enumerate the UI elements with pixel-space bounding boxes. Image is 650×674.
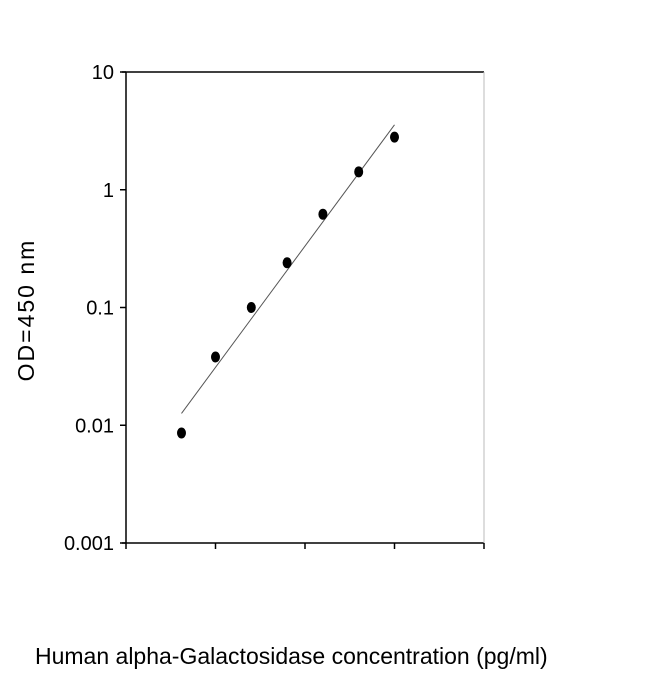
data-point [354,166,364,178]
data-point [282,257,292,269]
y-tick-label: 0.1 [86,298,114,320]
y-tick-label: 10 [92,62,114,84]
data-point [390,131,399,143]
fit-line [181,124,395,414]
x-axis-title: Human alpha-Galactosidase concentration … [35,643,548,669]
y-tick-label: 1 [103,180,114,202]
y-tick-label: 0.001 [64,533,114,555]
y-tick-label: 0.01 [75,415,114,437]
ticks: 10 1 0.1 0.01 0.001 [64,62,485,555]
axes [122,71,485,544]
data-point [211,351,220,363]
data-point [176,427,186,439]
data-points [176,131,399,439]
data-point [246,302,256,313]
data-point [318,208,328,220]
y-axis-title: OD=450 nm [13,239,39,382]
fit-line-group [181,124,395,414]
